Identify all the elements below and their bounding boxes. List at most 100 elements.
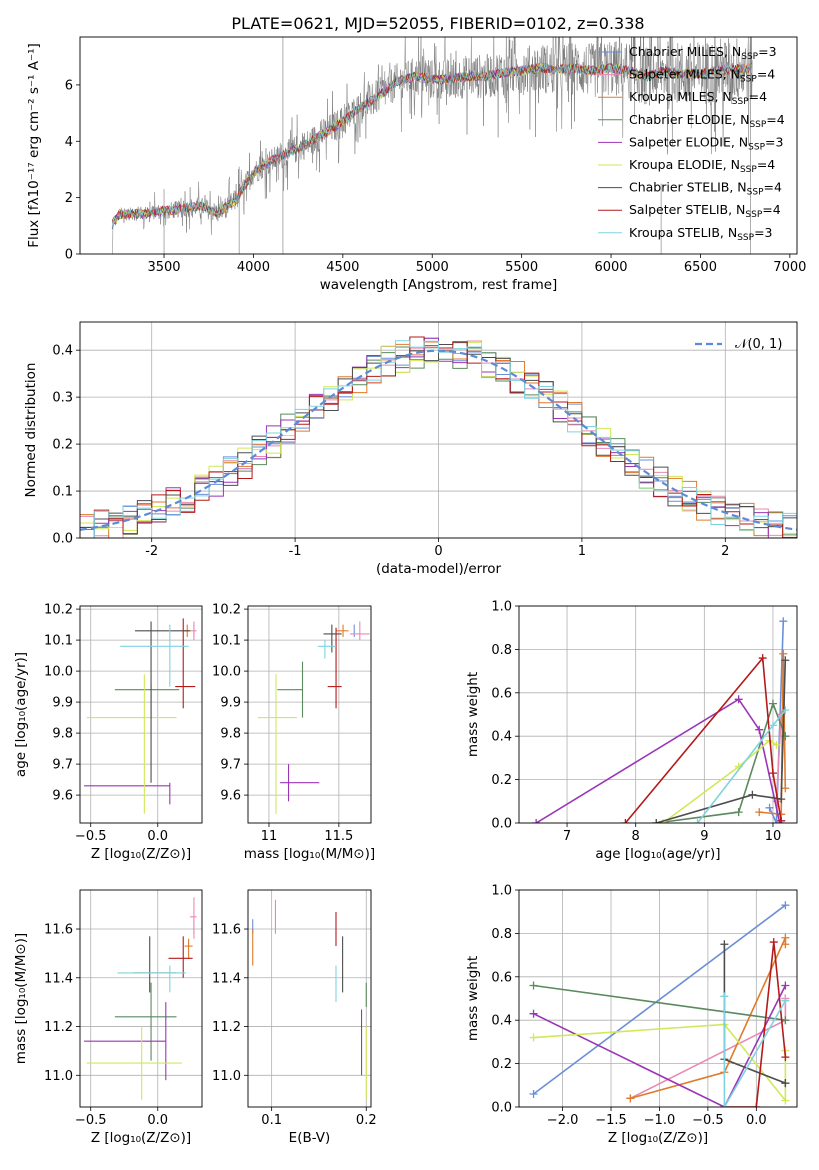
weight-point-marker bbox=[777, 795, 786, 804]
weight-point-marker bbox=[758, 654, 767, 663]
legend-subscript: SSP bbox=[732, 97, 749, 107]
x-tick-label: 8 bbox=[632, 829, 640, 844]
weight-point-marker bbox=[779, 649, 788, 658]
y-tick-label: 9.9 bbox=[52, 696, 73, 711]
x-tick-label: 11.5 bbox=[324, 829, 353, 844]
x-axis-label: mass [log₁₀(M/M⊙)] bbox=[244, 846, 375, 862]
weight-point-marker bbox=[652, 819, 661, 823]
x-axis-label: Z [log₁₀(Z/Z⊙)] bbox=[91, 846, 191, 862]
spectrum-plot-area bbox=[111, 37, 753, 254]
legend-subscript: SSP bbox=[747, 188, 764, 198]
weight-point-marker bbox=[781, 981, 790, 990]
weight-series-line bbox=[662, 739, 777, 823]
y-tick-label: 0.2 bbox=[491, 773, 512, 788]
mass-weight-vs-metallicity-panel: −2.0 −1.5 −1.0 −0.5 0.0 0.0 0.2 0.4 0.6 0.8 1.0 Z [… bbox=[465, 884, 798, 1146]
legend-label: Chabrier MILES, NSSP=3 bbox=[629, 44, 777, 62]
weight-point-marker bbox=[765, 803, 774, 812]
x-tick-label: −0.5 bbox=[75, 1113, 107, 1128]
weight-point-marker bbox=[755, 725, 764, 734]
axes-frame bbox=[247, 889, 372, 1108]
x-tick-label: 0.2 bbox=[356, 1113, 377, 1128]
y-tick-label: 10.1 bbox=[212, 634, 241, 649]
weight-point-marker bbox=[781, 996, 790, 1005]
y-tick-label: 10.1 bbox=[44, 634, 73, 649]
x-tick-label: −1.0 bbox=[644, 1113, 676, 1128]
weight-point-marker bbox=[720, 992, 729, 1001]
axes-frame bbox=[247, 605, 372, 824]
weight-point-marker bbox=[734, 808, 743, 817]
legend-model-name: Salpeter STELIB, N bbox=[629, 202, 745, 217]
x-axis-label: Z [log₁₀(Z/Z⊙)] bbox=[608, 1130, 708, 1146]
errorbar-plot-area bbox=[84, 618, 197, 814]
x-tick-label: 4000 bbox=[237, 260, 270, 275]
weight-point-marker bbox=[772, 819, 781, 823]
axes-frame bbox=[79, 321, 798, 539]
x-tick-label: 5500 bbox=[505, 260, 538, 275]
y-tick-label: 9.6 bbox=[52, 789, 73, 804]
legend-model-name: Kroupa ELODIE, N bbox=[629, 157, 740, 172]
legend-label: 𝒩(0, 1) bbox=[735, 337, 782, 352]
x-tick-label: −1.5 bbox=[595, 1113, 627, 1128]
weight-point-marker bbox=[693, 819, 702, 823]
legend-label: Kroupa STELIB, NSSP=3 bbox=[629, 225, 773, 243]
weight-point-marker bbox=[529, 1089, 538, 1098]
legend-subscript: SSP bbox=[748, 142, 765, 152]
x-tick-label: 0.1 bbox=[261, 1113, 282, 1128]
y-tick-label: 9.6 bbox=[220, 789, 241, 804]
figure-title: PLATE=0621, MJD=52055, FIBERID=0102, z=0… bbox=[231, 14, 644, 33]
weight-point-marker bbox=[755, 808, 764, 817]
weight-series-line bbox=[723, 996, 787, 1107]
y-tick-label: 0.6 bbox=[491, 970, 512, 985]
x-tick-label: 7000 bbox=[773, 260, 806, 275]
weight-series-line bbox=[533, 984, 786, 1021]
weight-point-marker bbox=[779, 617, 788, 626]
weight-point-marker bbox=[781, 1053, 790, 1062]
y-tick-label: 0.3 bbox=[52, 391, 73, 406]
weight-series-line bbox=[533, 1023, 787, 1103]
y-tick-label: 11.2 bbox=[212, 1020, 241, 1035]
x-tick-label: 0.0 bbox=[746, 1113, 767, 1128]
axes-frame bbox=[518, 605, 798, 824]
weight-series-line bbox=[533, 904, 786, 1095]
y-tick-label: 9.7 bbox=[52, 758, 73, 773]
legend-label: Chabrier ELODIE, NSSP=4 bbox=[629, 112, 785, 130]
x-axis-label: E(B-V) bbox=[289, 1130, 331, 1146]
weight-point-marker bbox=[734, 695, 743, 704]
y-tick-label: 1.0 bbox=[491, 600, 512, 615]
legend-model-name: Chabrier STELIB, N bbox=[629, 180, 747, 195]
legend-nssp: =4 bbox=[764, 180, 782, 195]
x-tick-label: 11 bbox=[261, 829, 278, 844]
weight-series-line bbox=[624, 656, 782, 823]
weight-point-marker bbox=[529, 1009, 538, 1018]
model-spectrum-line bbox=[111, 63, 752, 228]
y-tick-label: 0.0 bbox=[491, 817, 512, 832]
y-tick-label: 10.2 bbox=[212, 603, 241, 618]
y-tick-label: 11.6 bbox=[44, 923, 73, 938]
x-tick-label: 1 bbox=[578, 544, 586, 559]
x-tick-label: 4500 bbox=[326, 260, 359, 275]
weight-point-marker bbox=[626, 1094, 635, 1103]
x-tick-label: 2 bbox=[721, 544, 729, 559]
mass-vs-ebv-panel: 0.1 0.2 11.0 11.2 11.4 11.6 E(B-V) bbox=[212, 889, 377, 1146]
legend-nssp: =4 bbox=[762, 202, 780, 217]
legend-nssp: =4 bbox=[766, 112, 784, 127]
weight-point-marker bbox=[621, 819, 630, 823]
y-tick-label: 11.0 bbox=[212, 1069, 241, 1084]
y-tick-label: 0.0 bbox=[52, 532, 73, 547]
weight-plot-area bbox=[532, 617, 790, 823]
legend-nssp: =3 bbox=[765, 134, 783, 149]
weight-point-marker bbox=[768, 699, 777, 708]
y-tick-label: 6 bbox=[65, 78, 73, 93]
y-tick-label: 9.8 bbox=[220, 727, 241, 742]
axes-frame bbox=[518, 889, 798, 1108]
x-tick-label: 6000 bbox=[594, 260, 627, 275]
y-tick-label: 10.0 bbox=[44, 665, 73, 680]
x-axis-label: age [log₁₀(age/yr)] bbox=[595, 846, 720, 862]
legend-nssp: =3 bbox=[754, 225, 772, 240]
y-tick-label: 0.8 bbox=[491, 927, 512, 942]
y-tick-label: 9.8 bbox=[52, 727, 73, 742]
y-tick-label: 10.2 bbox=[44, 603, 73, 618]
legend-label: Chabrier STELIB, NSSP=4 bbox=[629, 180, 782, 198]
legend-model-name: Salpeter MILES, N bbox=[629, 67, 740, 82]
y-axis-label: age [log₁₀(age/yr)] bbox=[13, 652, 29, 777]
